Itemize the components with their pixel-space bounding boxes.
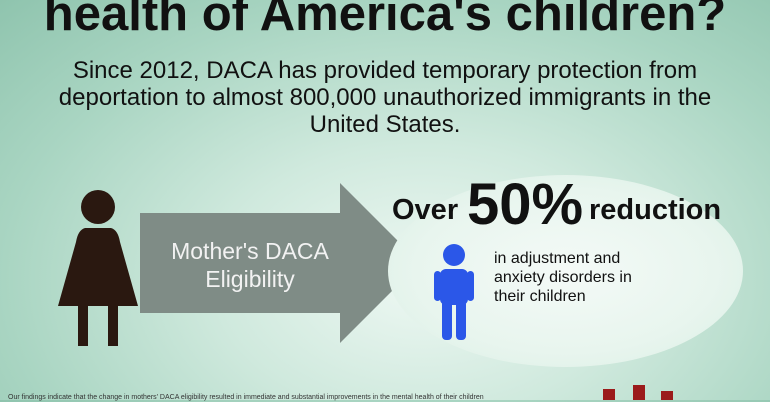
- result-suffix: reduction: [589, 194, 722, 226]
- result-prefix: Over: [392, 194, 459, 226]
- child-figure-icon: [434, 244, 474, 340]
- right-arrow-shape: [140, 183, 420, 343]
- intro-text: Since 2012, DACA has provided temporary …: [58, 57, 712, 138]
- woman-silhouette-icon: [58, 190, 138, 346]
- logo-mark: [603, 385, 673, 400]
- headline: health of America's children?: [43, 0, 727, 41]
- arrow-label: Mother's DACA Eligibility: [171, 238, 329, 292]
- footnote: Our findings indicate that the change in…: [8, 394, 484, 401]
- result-percent: 50%: [467, 172, 584, 237]
- outcome-text: in adjustment and anxiety disorders in t…: [494, 250, 632, 305]
